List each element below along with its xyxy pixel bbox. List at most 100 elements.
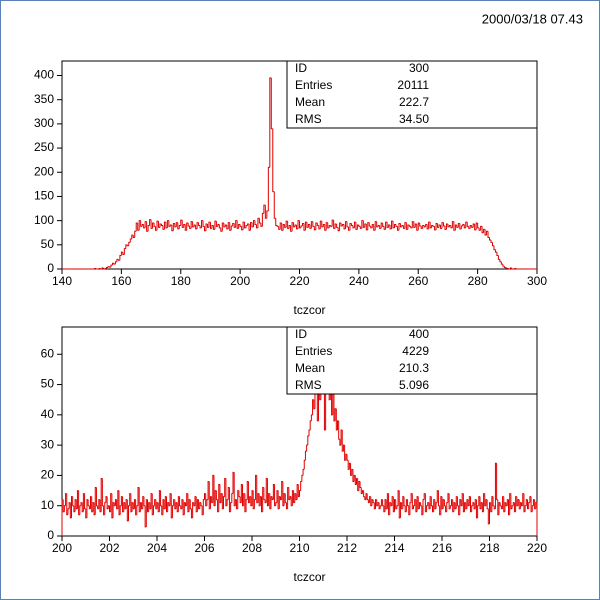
stats-value: 300 <box>409 61 429 75</box>
histogram-bin <box>351 468 353 476</box>
histogram-bin <box>493 245 496 251</box>
histogram-bin <box>140 220 143 227</box>
histogram-bin <box>90 496 92 509</box>
histogram-bin <box>342 444 345 452</box>
histogram-bin <box>420 502 422 507</box>
histogram-bin <box>232 223 235 226</box>
histogram-bin <box>407 224 410 230</box>
histogram-bin <box>333 390 336 422</box>
histogram-bin <box>114 499 117 506</box>
histogram-bin <box>65 493 67 506</box>
histogram-bin <box>186 493 188 506</box>
histogram-bin <box>461 493 464 506</box>
x-tick-label: 200 <box>52 541 72 555</box>
histogram-bin <box>262 487 264 512</box>
histogram-bin <box>375 499 377 509</box>
histogram-bin <box>459 499 461 515</box>
histogram-bin <box>290 225 293 232</box>
histogram-bin <box>466 499 469 509</box>
histogram-bin <box>499 502 502 507</box>
histogram-bin <box>310 414 313 421</box>
histogram-bin <box>491 496 494 512</box>
timestamp: 2000/03/18 07.43 <box>482 11 583 26</box>
histogram-bin <box>145 499 148 527</box>
histogram-bin <box>194 496 197 506</box>
histogram-bin <box>384 499 387 512</box>
histogram-bin <box>107 505 110 509</box>
histogram-bin <box>74 499 77 512</box>
histogram-bin <box>316 223 319 226</box>
histogram-bin <box>455 496 458 509</box>
histogram-bin <box>156 502 159 509</box>
histogram-bin <box>340 223 343 227</box>
histogram-bin <box>76 490 79 509</box>
histogram-bin <box>169 224 172 227</box>
histogram-bin <box>481 226 484 234</box>
histogram-bin <box>372 499 375 504</box>
histogram-bin <box>94 487 97 515</box>
histogram-bin <box>525 499 528 506</box>
histogram-bin <box>463 224 466 229</box>
stats-value: 210.3 <box>399 361 429 375</box>
histogram-bin <box>348 462 351 470</box>
histogram-bin <box>454 224 457 231</box>
histogram-bin <box>450 225 453 229</box>
histogram-bin <box>428 221 431 229</box>
histogram-bin <box>308 429 311 437</box>
histogram-bin <box>289 496 292 500</box>
y-tick-label: 0 <box>47 528 54 542</box>
histogram-bin <box>211 224 214 229</box>
stats-label: ID <box>295 327 307 341</box>
histogram-bin <box>511 268 514 270</box>
histogram-bin <box>487 231 490 239</box>
histogram-bin <box>346 454 349 461</box>
histogram-bin <box>117 490 119 509</box>
histogram-bin <box>427 502 429 506</box>
histogram-bin <box>371 499 374 506</box>
histogram-bin <box>142 496 144 509</box>
y-tick-label: 0 <box>47 261 54 275</box>
histogram-bin <box>87 499 90 507</box>
histogram-bin <box>430 496 433 507</box>
histogram-bin <box>265 477 268 503</box>
histogram-bin <box>269 77 272 168</box>
histogram-bin <box>259 496 262 506</box>
histogram-bin <box>498 502 501 515</box>
histogram-bin <box>237 490 239 509</box>
histogram-bin <box>438 224 441 228</box>
histogram-bin <box>355 222 358 230</box>
histogram-bin <box>382 499 384 507</box>
histogram-bin <box>532 499 535 506</box>
histogram-bin <box>162 225 165 230</box>
histogram-bin <box>374 221 377 231</box>
histogram-bin <box>218 484 220 512</box>
histogram-bin <box>181 499 184 509</box>
histogram-bin <box>244 222 247 229</box>
y-tick-label: 50 <box>41 237 55 251</box>
histogram-bin <box>509 493 511 515</box>
y-tick-label: 350 <box>34 92 54 106</box>
histogram-bin <box>338 420 340 440</box>
histogram-bin <box>388 224 391 228</box>
x-tick-label: 214 <box>384 541 404 555</box>
histogram-bin <box>131 502 134 512</box>
histogram-bin <box>350 223 353 226</box>
histogram-bin <box>183 502 186 515</box>
histogram-bin <box>434 226 437 231</box>
stats-value: 20111 <box>397 78 429 92</box>
histogram-bin <box>410 493 413 503</box>
histogram-bin <box>437 490 440 507</box>
x-tick-label: 216 <box>432 541 452 555</box>
histogram-bin <box>82 493 85 512</box>
histogram-bin <box>358 480 361 491</box>
histogram-bin <box>313 399 315 410</box>
histogram-bin <box>212 225 215 230</box>
histogram-bin <box>405 222 408 230</box>
y-tick-label: 300 <box>34 116 54 130</box>
histogram-bin <box>272 484 275 500</box>
histogram-bin <box>86 499 89 518</box>
x-tick-label: 206 <box>194 541 214 555</box>
histogram-bin <box>356 224 359 230</box>
histogram-bin <box>294 493 296 503</box>
